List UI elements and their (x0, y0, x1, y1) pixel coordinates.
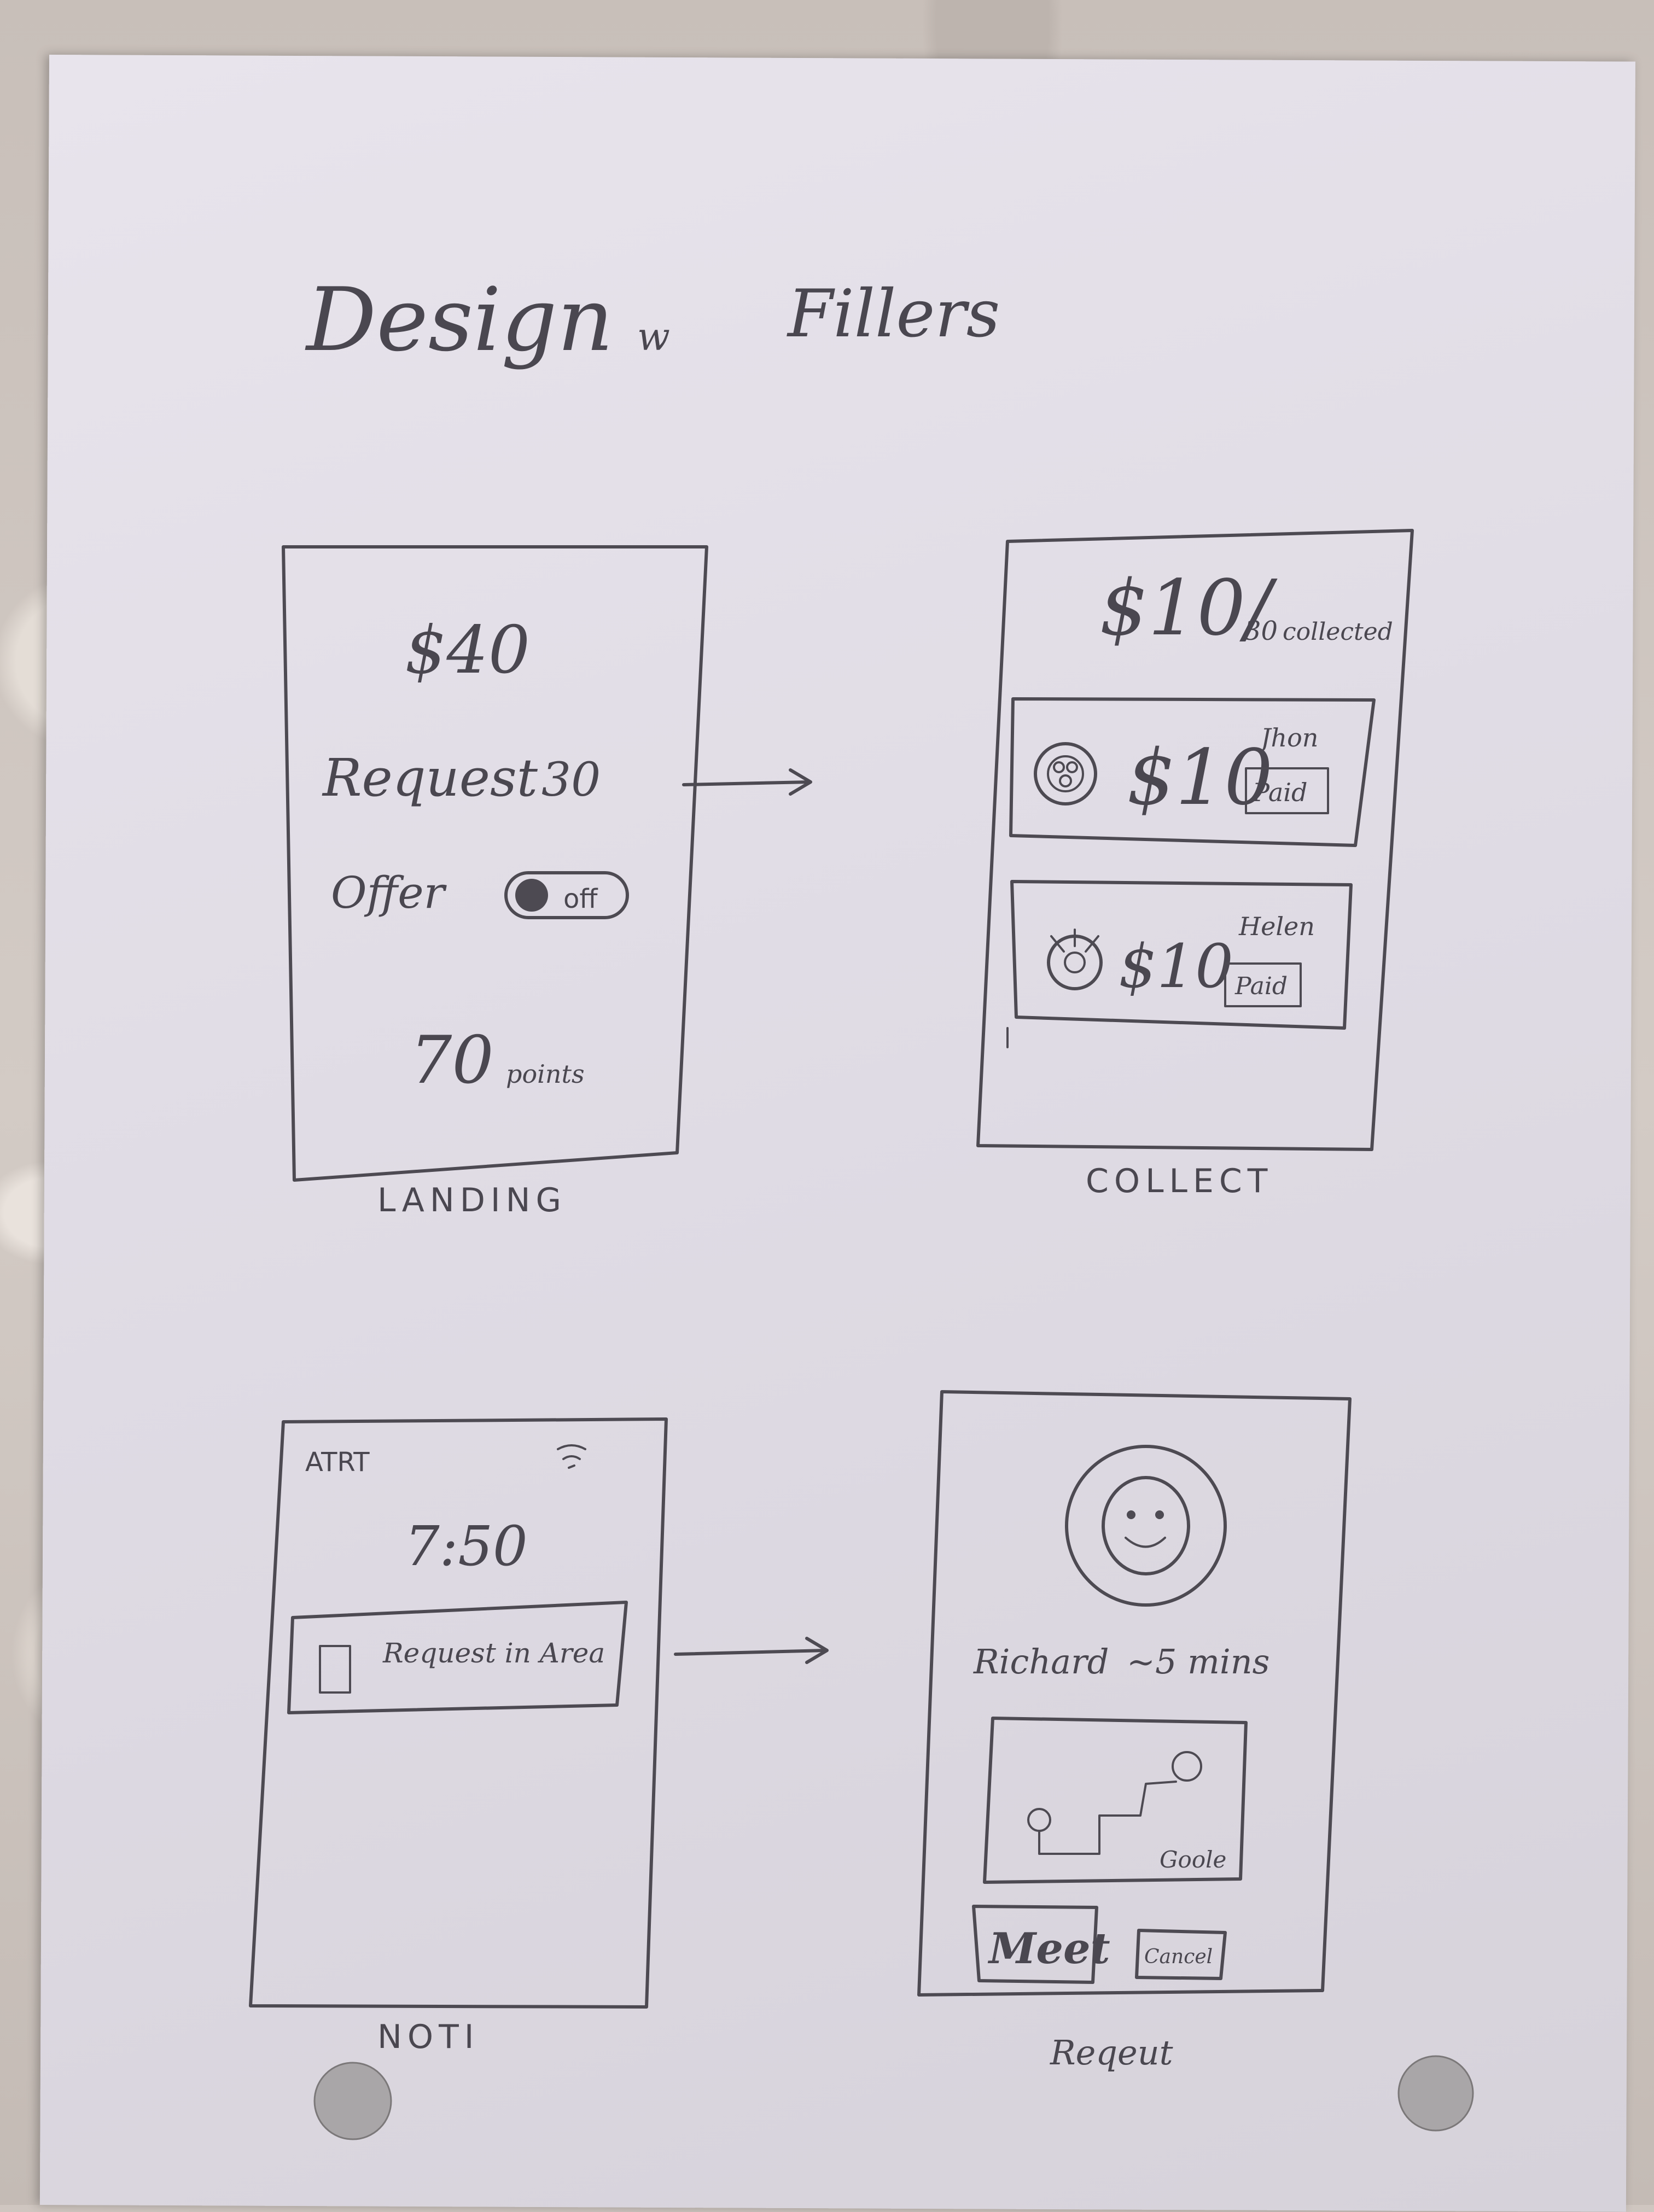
map-view[interactable]: Goole (983, 1717, 1248, 1884)
title-design: Design (305, 269, 614, 371)
paid-badge: Paid (1245, 767, 1329, 814)
binder-hole (1397, 2055, 1474, 2132)
arrow-noti-to-request (674, 1637, 829, 1664)
request-caption: Reqeut (1050, 2033, 1173, 2073)
map-route (1038, 1781, 1177, 1855)
collect-caption: COLLECT (1086, 1162, 1273, 1200)
svg-text:Paid: Paid (1252, 778, 1307, 807)
profile-avatar (1065, 1445, 1227, 1607)
clock-time: 7:50 (405, 1514, 528, 1578)
avatar-icon (1034, 742, 1097, 806)
meet-button[interactable]: Meet (972, 1905, 1110, 1984)
collect-screen: $10/ 30 collected $10 Jhon Paid (976, 529, 1414, 1200)
toggle-track (504, 871, 629, 919)
noti-caption: NOTI (377, 2018, 479, 2056)
cancel-button-label: Cancel (1144, 1946, 1213, 1968)
toggle-label: off (563, 884, 598, 914)
svg-text:Paid: Paid (1234, 972, 1288, 1000)
noti-screen: ATRT 7:50 Request in Area NOTI (249, 1417, 668, 2056)
list-item[interactable]: $10 Jhon Paid (1009, 697, 1376, 847)
collect-word: collected (1283, 618, 1393, 646)
request-screen: Richard ~5 mins Goole Meet Cancel Reqeut (917, 1390, 1352, 2073)
meet-button-label: Meet (987, 1924, 1110, 1974)
noti-frame (249, 1417, 668, 2009)
notification-card[interactable]: Request in Area (287, 1601, 628, 1714)
list-item[interactable]: $10 Helen Paid (1010, 880, 1353, 1030)
landing-points: 70 (410, 1023, 494, 1099)
collect-total: 30 (1244, 616, 1278, 646)
landing-points-unit: points (506, 1059, 585, 1089)
landing-offer-label: Offer (331, 867, 447, 918)
toggle-knob (515, 879, 548, 912)
landing-frame (282, 545, 708, 1182)
notification-frame (287, 1601, 628, 1714)
collect-frame (976, 529, 1414, 1151)
arrow-landing-to-collect (682, 768, 812, 796)
landing-balance: $40 (405, 612, 530, 688)
app-icon (319, 1645, 351, 1694)
map-pin-icon (1172, 1751, 1202, 1782)
list-item-card (1009, 697, 1376, 847)
list-item-amount: $10 (1119, 931, 1233, 1001)
smile-icon (1125, 1537, 1166, 1548)
landing-request-value[interactable]: 30 (541, 753, 601, 807)
collect-amount: $10/ (1099, 564, 1278, 653)
list-item-name: Jhon (1256, 723, 1318, 752)
title-w: w (637, 314, 670, 359)
landing-request-label[interactable]: Request (322, 748, 538, 808)
landing-screen: $40 Request 30 Offer off 70 points LANDI… (282, 545, 708, 1219)
requester-eta: ~5 mins (1127, 1642, 1269, 1682)
avatar-icon (1047, 929, 1103, 990)
map-label: Goole (1160, 1846, 1226, 1873)
wifi-icon (557, 1444, 586, 1469)
list-item-amount: $10 (1127, 733, 1273, 822)
requester-name: Richard (973, 1642, 1109, 1682)
list-item-name: Helen (1238, 912, 1315, 941)
notification-text: Request in Area (382, 1637, 605, 1669)
paid-badge: Paid (1224, 962, 1302, 1007)
request-frame (917, 1390, 1352, 1997)
landing-caption: LANDING (377, 1181, 567, 1219)
map-frame (983, 1717, 1248, 1884)
offer-toggle[interactable]: off (504, 871, 629, 919)
binder-hole (313, 2062, 392, 2140)
title-fillers: Fillers (787, 276, 1000, 352)
cancel-button[interactable]: Cancel (1135, 1929, 1227, 1980)
map-pin-icon (1027, 1808, 1051, 1832)
carrier-label: ATRT (305, 1447, 370, 1478)
list-item-card (1010, 880, 1353, 1030)
